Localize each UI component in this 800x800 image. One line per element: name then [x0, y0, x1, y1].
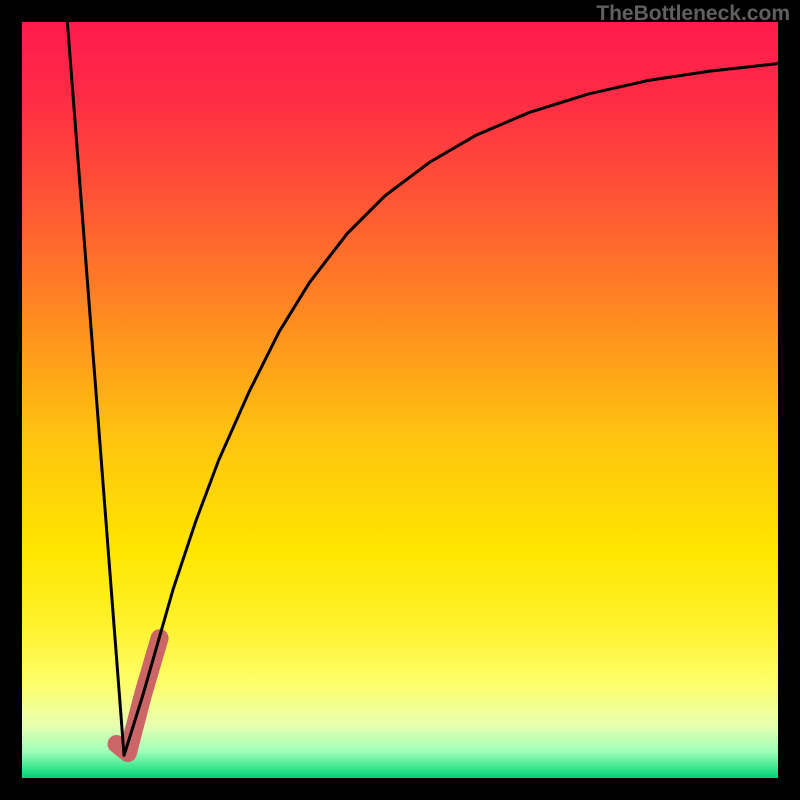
chart-svg [22, 22, 778, 778]
gradient-background [22, 22, 778, 778]
source-watermark: TheBottleneck.com [596, 2, 790, 26]
plot-area [22, 22, 778, 778]
chart-container: TheBottleneck.com [0, 0, 800, 800]
